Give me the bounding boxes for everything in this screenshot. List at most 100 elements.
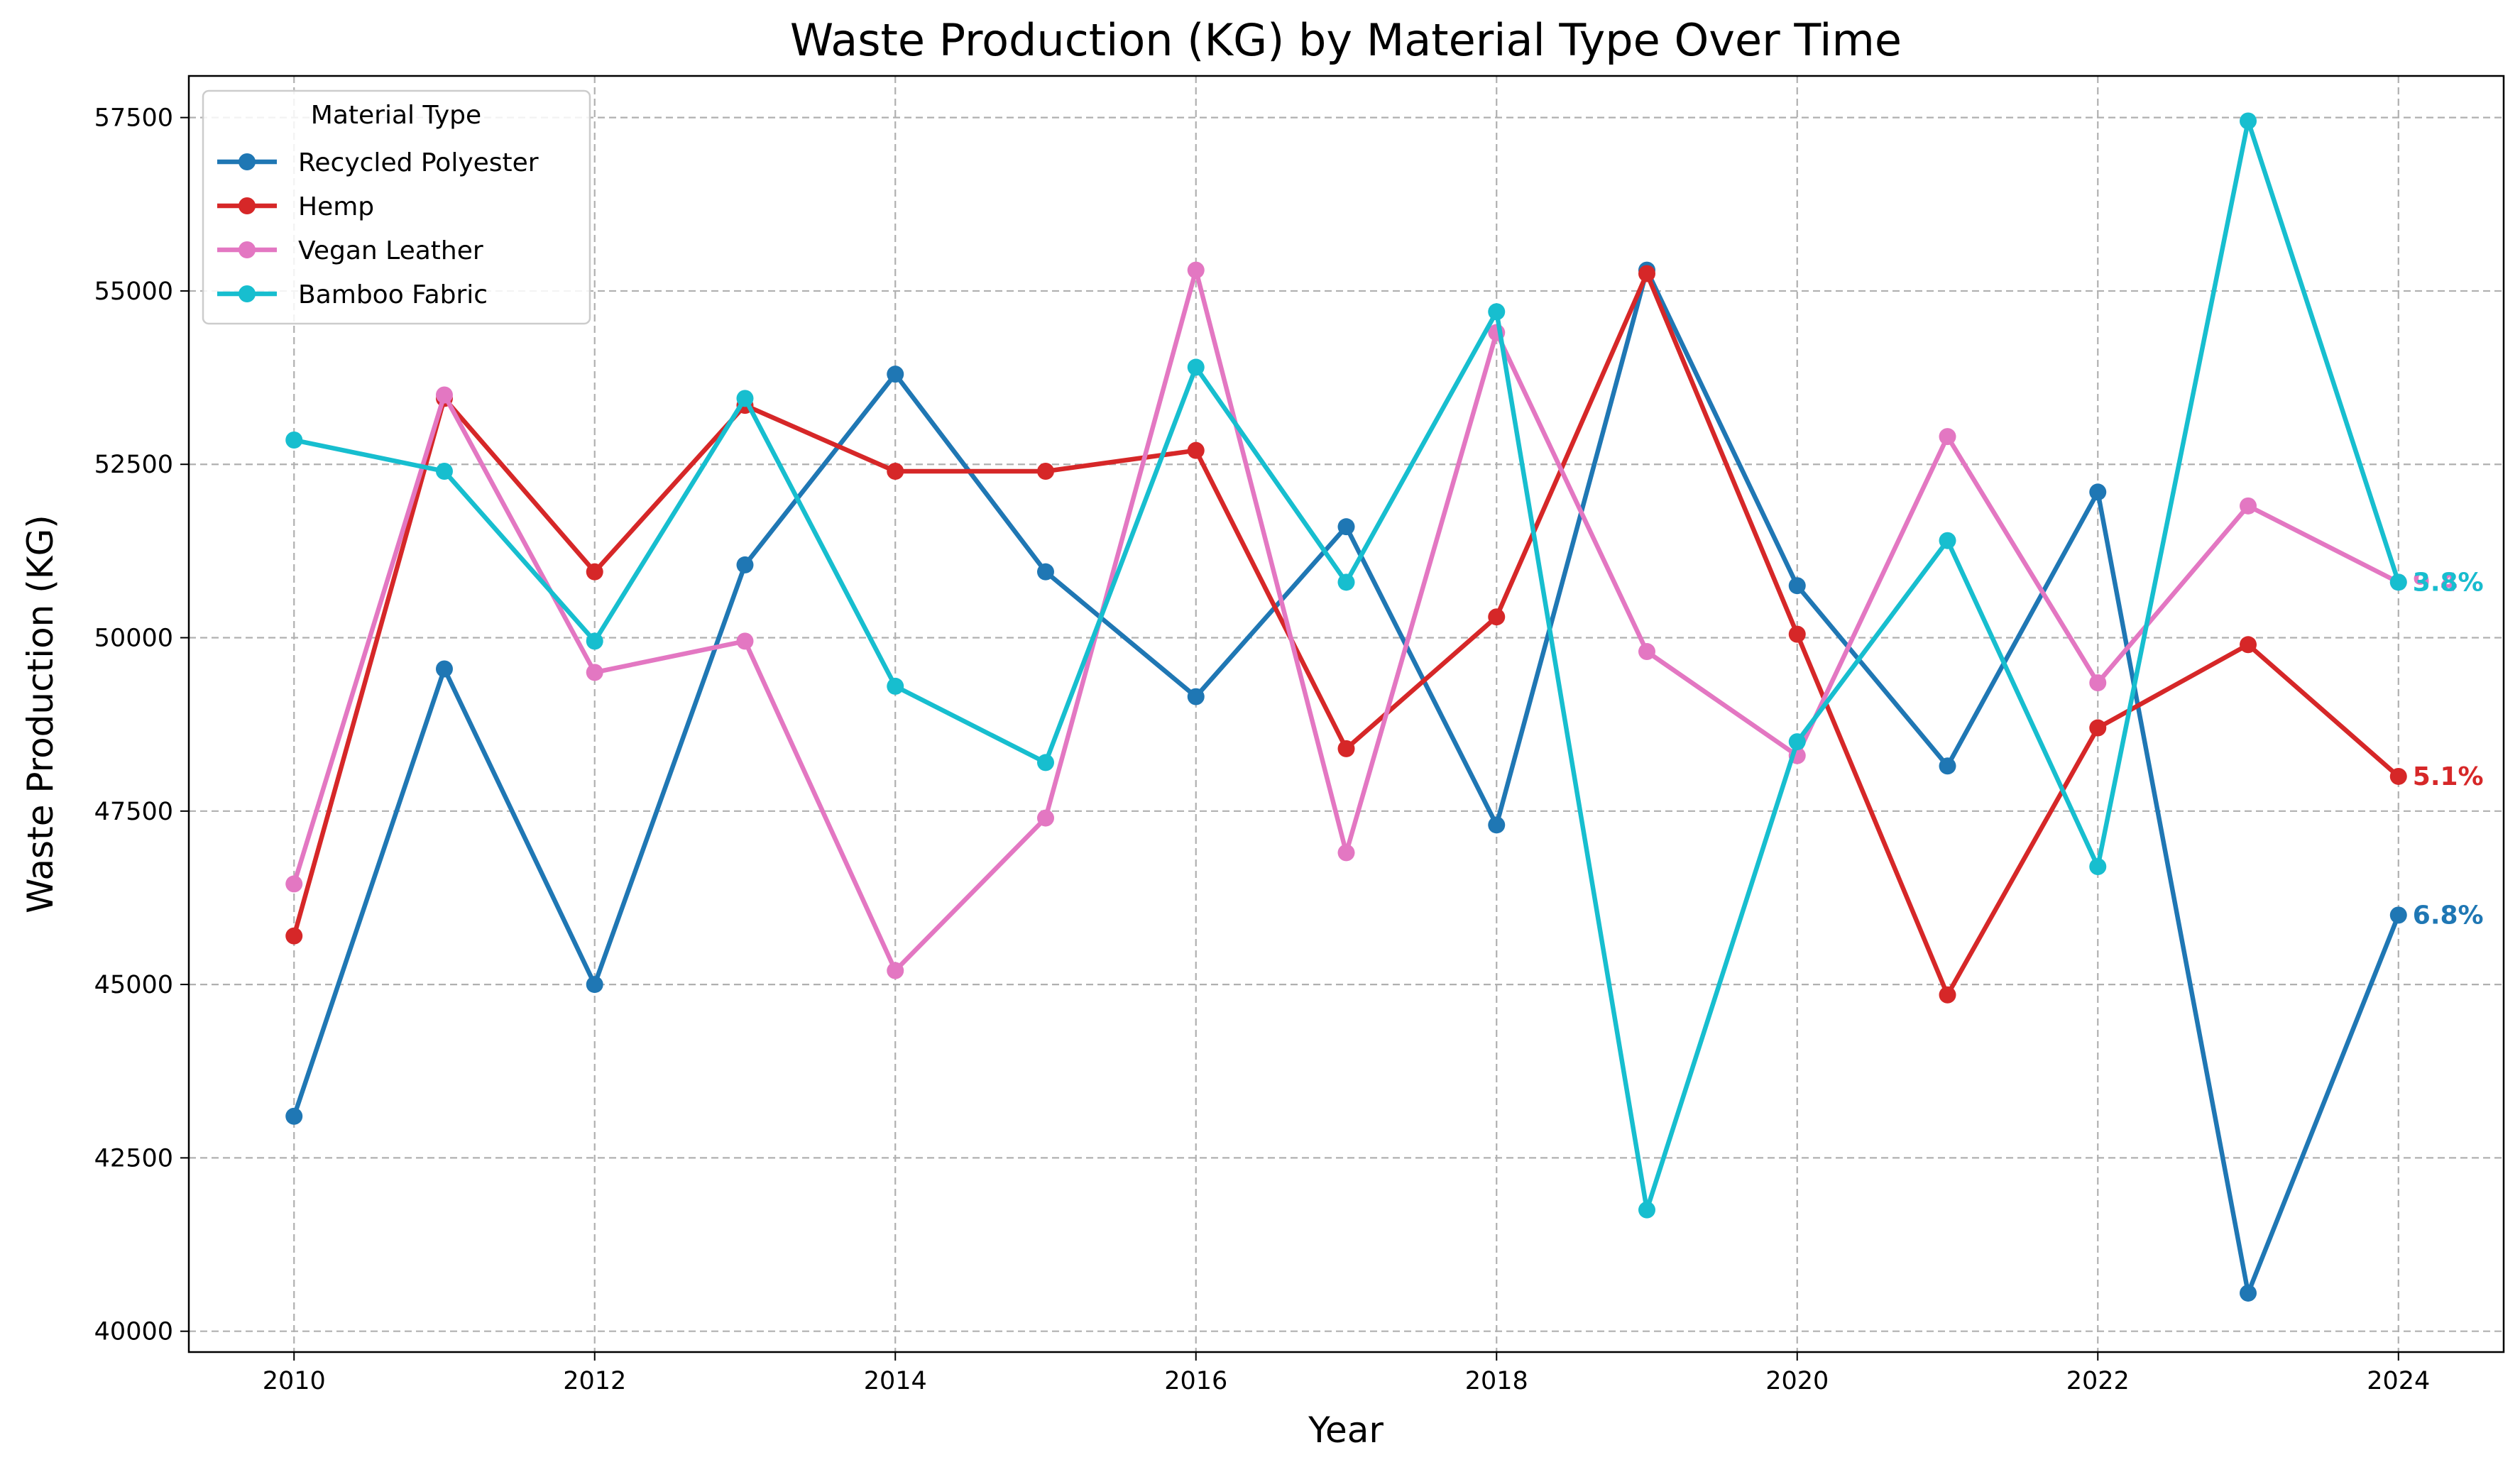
x-tick-label: 2010 xyxy=(263,1367,326,1395)
chart-title: Waste Production (KG) by Material Type O… xyxy=(790,14,1902,66)
data-point-recycled-polyester xyxy=(1488,816,1506,834)
data-point-hemp xyxy=(1488,608,1506,626)
x-tick-label: 2012 xyxy=(563,1367,626,1395)
data-point-hemp xyxy=(1337,740,1355,757)
legend-swatch-marker xyxy=(239,153,256,170)
data-point-hemp xyxy=(586,563,603,581)
data-point-vegan-leather xyxy=(2089,674,2107,692)
y-tick-label: 42500 xyxy=(94,1144,173,1172)
data-point-bamboo-fabric xyxy=(1036,754,1054,771)
y-tick-label: 57500 xyxy=(94,104,173,133)
data-point-hemp xyxy=(2389,767,2407,785)
series-line-bamboo-fabric xyxy=(291,119,2401,1212)
data-point-bamboo-fabric xyxy=(1638,1201,1656,1219)
legend-swatch-marker xyxy=(239,285,256,302)
legend-label-bamboo-fabric: Bamboo Fabric xyxy=(298,280,488,309)
x-tick-label: 2018 xyxy=(1465,1367,1528,1395)
end-label-hemp: 5.1% xyxy=(2413,762,2484,791)
legend-label-vegan-leather: Vegan Leather xyxy=(298,236,483,265)
end-label-bamboo-fabric: 3.8% xyxy=(2413,568,2484,597)
data-point-bamboo-fabric xyxy=(2240,112,2257,130)
x-tick-label: 2016 xyxy=(1164,1367,1227,1395)
data-point-bamboo-fabric xyxy=(586,632,603,650)
data-point-vegan-leather xyxy=(736,632,754,650)
y-tick-label: 52500 xyxy=(94,451,173,479)
legend-swatch-marker xyxy=(239,241,256,258)
data-point-recycled-polyester xyxy=(1187,688,1205,705)
data-point-recycled-polyester xyxy=(887,366,904,383)
end-labels: 6.8% 5.1% 9.4%3.8% xyxy=(2413,568,2484,930)
series-recycled-polyester xyxy=(285,261,2407,1302)
data-point-recycled-polyester xyxy=(435,660,453,678)
series-line-recycled-polyester xyxy=(291,268,2401,1296)
series-lines xyxy=(285,112,2407,1302)
y-tick-label: 55000 xyxy=(94,278,173,306)
plot-frame xyxy=(187,75,2505,1353)
data-point-hemp xyxy=(1788,625,1806,643)
data-point-bamboo-fabric xyxy=(1488,303,1506,321)
data-point-bamboo-fabric xyxy=(1939,532,1956,549)
y-tick-label: 47500 xyxy=(94,798,173,826)
y-tick-label: 45000 xyxy=(94,971,173,999)
data-point-bamboo-fabric xyxy=(435,462,453,480)
x-tick-label: 2014 xyxy=(864,1367,927,1395)
data-point-bamboo-fabric xyxy=(1788,733,1806,751)
data-point-vegan-leather xyxy=(586,664,603,681)
x-tick-label: 2020 xyxy=(1765,1367,1829,1395)
legend-box xyxy=(202,89,591,325)
data-point-vegan-leather xyxy=(1036,809,1054,827)
data-point-hemp xyxy=(1939,986,1956,1004)
data-point-hemp xyxy=(2240,636,2257,654)
y-axis-title: Waste Production (KG) xyxy=(20,515,61,913)
end-label-vegan-leather: 9.4% xyxy=(2413,568,2484,597)
data-point-bamboo-fabric xyxy=(1337,573,1355,591)
data-point-bamboo-fabric xyxy=(1187,358,1205,376)
data-point-vegan-leather xyxy=(1187,261,1205,279)
series-hemp xyxy=(285,265,2407,1004)
data-point-recycled-polyester xyxy=(285,1107,303,1125)
x-tick-label: 2024 xyxy=(2367,1367,2430,1395)
data-point-vegan-leather xyxy=(285,875,303,893)
data-point-bamboo-fabric xyxy=(2389,573,2407,591)
data-point-recycled-polyester xyxy=(586,976,603,994)
data-point-vegan-leather xyxy=(1337,844,1355,862)
data-point-vegan-leather xyxy=(1638,643,1656,661)
data-point-vegan-leather xyxy=(2240,497,2257,515)
data-point-recycled-polyester xyxy=(2240,1284,2257,1302)
legend-label-hemp: Hemp xyxy=(298,192,374,221)
data-point-recycled-polyester xyxy=(1337,518,1355,536)
legend-title: Material Type xyxy=(311,101,481,130)
series-bamboo-fabric xyxy=(285,112,2407,1219)
data-point-recycled-polyester xyxy=(2389,906,2407,924)
data-point-vegan-leather xyxy=(1939,428,1956,446)
data-point-hemp xyxy=(1036,462,1054,480)
data-point-bamboo-fabric xyxy=(736,390,754,407)
data-point-vegan-leather xyxy=(887,962,904,979)
grid xyxy=(189,76,2504,1352)
data-point-hemp xyxy=(2089,719,2107,737)
axis-ticks: 2010 2012 2014 2016 2018 2020 2022 2024 40000 425… xyxy=(94,104,2431,1395)
data-point-recycled-polyester xyxy=(1939,757,1956,775)
data-point-hemp xyxy=(285,927,303,945)
data-point-bamboo-fabric xyxy=(887,677,904,695)
end-label-recycled-polyester: 6.8% xyxy=(2413,901,2484,930)
data-point-hemp xyxy=(887,462,904,480)
data-point-bamboo-fabric xyxy=(2089,857,2107,875)
x-axis-title: Year xyxy=(1308,1410,1384,1451)
series-line-hemp xyxy=(291,271,2401,998)
y-tick-label: 50000 xyxy=(94,625,173,653)
data-point-recycled-polyester xyxy=(1788,577,1806,595)
series-vegan-leather xyxy=(285,261,2407,979)
data-point-hemp xyxy=(1187,441,1205,459)
x-tick-label: 2022 xyxy=(2066,1367,2130,1395)
data-point-recycled-polyester xyxy=(1036,563,1054,581)
data-point-hemp xyxy=(1638,265,1656,282)
data-point-recycled-polyester xyxy=(736,556,754,573)
y-tick-label: 40000 xyxy=(94,1318,173,1346)
legend-swatch-marker xyxy=(239,197,256,214)
data-point-bamboo-fabric xyxy=(285,432,303,449)
legend: Material Type Recycled Polyester Hemp Vega… xyxy=(202,89,591,325)
data-point-vegan-leather xyxy=(435,386,453,404)
legend-label-recycled-polyester: Recycled Polyester xyxy=(298,148,539,177)
